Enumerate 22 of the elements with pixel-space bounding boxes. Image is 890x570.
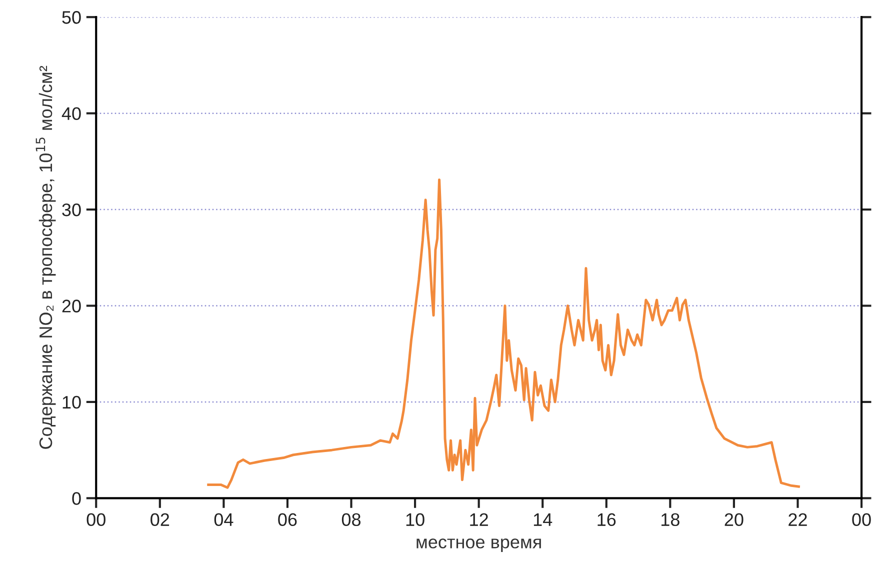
- x-tick-label: 00: [852, 513, 871, 526]
- x-tick-label: 10: [406, 513, 424, 526]
- x-tick-label: 20: [724, 513, 744, 526]
- y-tick-label: 50: [62, 11, 81, 24]
- x-tick-label: 00: [86, 513, 106, 526]
- y-tick-label: 30: [62, 203, 81, 216]
- x-axis-title: местное время: [416, 538, 541, 552]
- x-tick-label: 14: [534, 513, 552, 526]
- x-tick-label: 16: [598, 513, 616, 526]
- line-series: [207, 178, 800, 489]
- x-tick-label: 18: [662, 513, 680, 526]
- x-tick-label: 08: [342, 513, 361, 526]
- x-tick-label: 22: [788, 513, 807, 526]
- y-tick-label: 40: [62, 107, 81, 120]
- y-tick-label: 10: [62, 396, 81, 409]
- x-tick-label: 06: [278, 513, 297, 526]
- y-tick-label: 0: [72, 492, 81, 505]
- y-axis-title: Содержание NO₂ в тропосфере, 10$^{15}$ мол/см²: [36, 66, 56, 449]
- x-tick-label: 04: [214, 513, 234, 526]
- x-tick-label: 02: [150, 513, 170, 526]
- y-tick-label: 20: [62, 300, 81, 312]
- x-tick-label: 12: [470, 513, 488, 526]
